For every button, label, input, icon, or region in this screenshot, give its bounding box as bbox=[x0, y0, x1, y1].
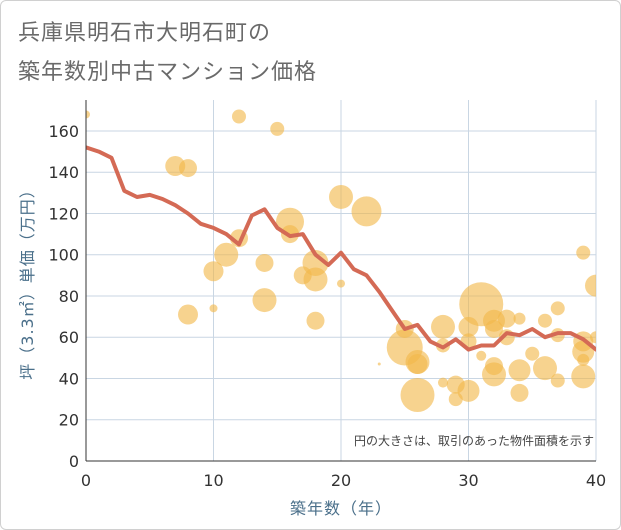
data-bubble bbox=[438, 377, 448, 388]
data-bubble bbox=[179, 159, 197, 178]
bubble-size-note: 円の大きさは、取引のあった物件面積を示す bbox=[354, 433, 594, 448]
x-tick-label: 30 bbox=[458, 471, 478, 490]
data-bubble bbox=[538, 313, 552, 328]
data-bubble bbox=[400, 377, 435, 412]
data-bubble bbox=[86, 110, 90, 119]
y-tick-label: 140 bbox=[48, 163, 79, 182]
data-bubble bbox=[306, 311, 325, 330]
x-tick-label: 20 bbox=[331, 471, 351, 490]
data-bubble bbox=[533, 356, 557, 381]
data-bubble bbox=[550, 301, 565, 316]
data-bubble bbox=[252, 288, 277, 313]
chart-title-line-1: 兵庫県明石市大明石町の bbox=[18, 21, 272, 46]
data-bubble bbox=[497, 309, 516, 328]
data-bubble bbox=[577, 353, 590, 366]
data-bubble bbox=[476, 350, 487, 361]
data-bubble bbox=[485, 319, 503, 338]
data-bubble bbox=[329, 184, 353, 209]
data-bubble bbox=[508, 359, 531, 382]
data-bubble bbox=[351, 196, 382, 227]
data-bubble bbox=[485, 357, 503, 376]
data-bubble bbox=[590, 331, 596, 344]
x-axis-title: 築年数（年） bbox=[290, 499, 392, 518]
data-bubble bbox=[178, 304, 198, 325]
data-bubble bbox=[270, 121, 285, 136]
y-tick-label: 120 bbox=[48, 204, 79, 223]
data-bubble bbox=[431, 314, 455, 339]
data-bubble bbox=[550, 373, 565, 388]
data-bubble bbox=[255, 253, 274, 272]
y-tick-label: 100 bbox=[48, 246, 79, 265]
data-bubble bbox=[571, 364, 596, 389]
y-tick-label: 160 bbox=[48, 122, 79, 141]
x-tick-label: 0 bbox=[81, 471, 91, 490]
y-tick-label: 60 bbox=[59, 328, 79, 347]
data-bubble bbox=[337, 279, 345, 288]
data-bubble bbox=[214, 242, 239, 267]
bubble-layer bbox=[86, 109, 596, 412]
data-bubble bbox=[510, 383, 529, 402]
data-bubble bbox=[203, 261, 224, 282]
data-bubble bbox=[457, 379, 480, 402]
data-bubble bbox=[513, 312, 526, 325]
data-bubble bbox=[525, 346, 540, 361]
x-tick-label: 40 bbox=[586, 471, 606, 490]
y-tick-label: 20 bbox=[59, 411, 79, 430]
y-tick-label: 0 bbox=[69, 452, 79, 471]
average-price-line bbox=[86, 145, 596, 352]
y-tick-label: 40 bbox=[59, 369, 79, 388]
y-axis-title: 坪（3.3㎡）単価（万円） bbox=[18, 181, 37, 379]
data-bubble bbox=[232, 109, 246, 124]
data-bubble bbox=[303, 267, 328, 292]
data-bubble bbox=[576, 245, 591, 260]
chart-title-line-2: 築年数別中古マンション価格 bbox=[18, 60, 318, 85]
y-tick-label: 80 bbox=[59, 287, 79, 306]
data-bubble bbox=[585, 274, 596, 297]
data-bubble bbox=[377, 362, 381, 366]
data-bubble bbox=[209, 304, 218, 313]
data-bubble bbox=[405, 349, 430, 374]
x-tick-label: 10 bbox=[203, 471, 223, 490]
